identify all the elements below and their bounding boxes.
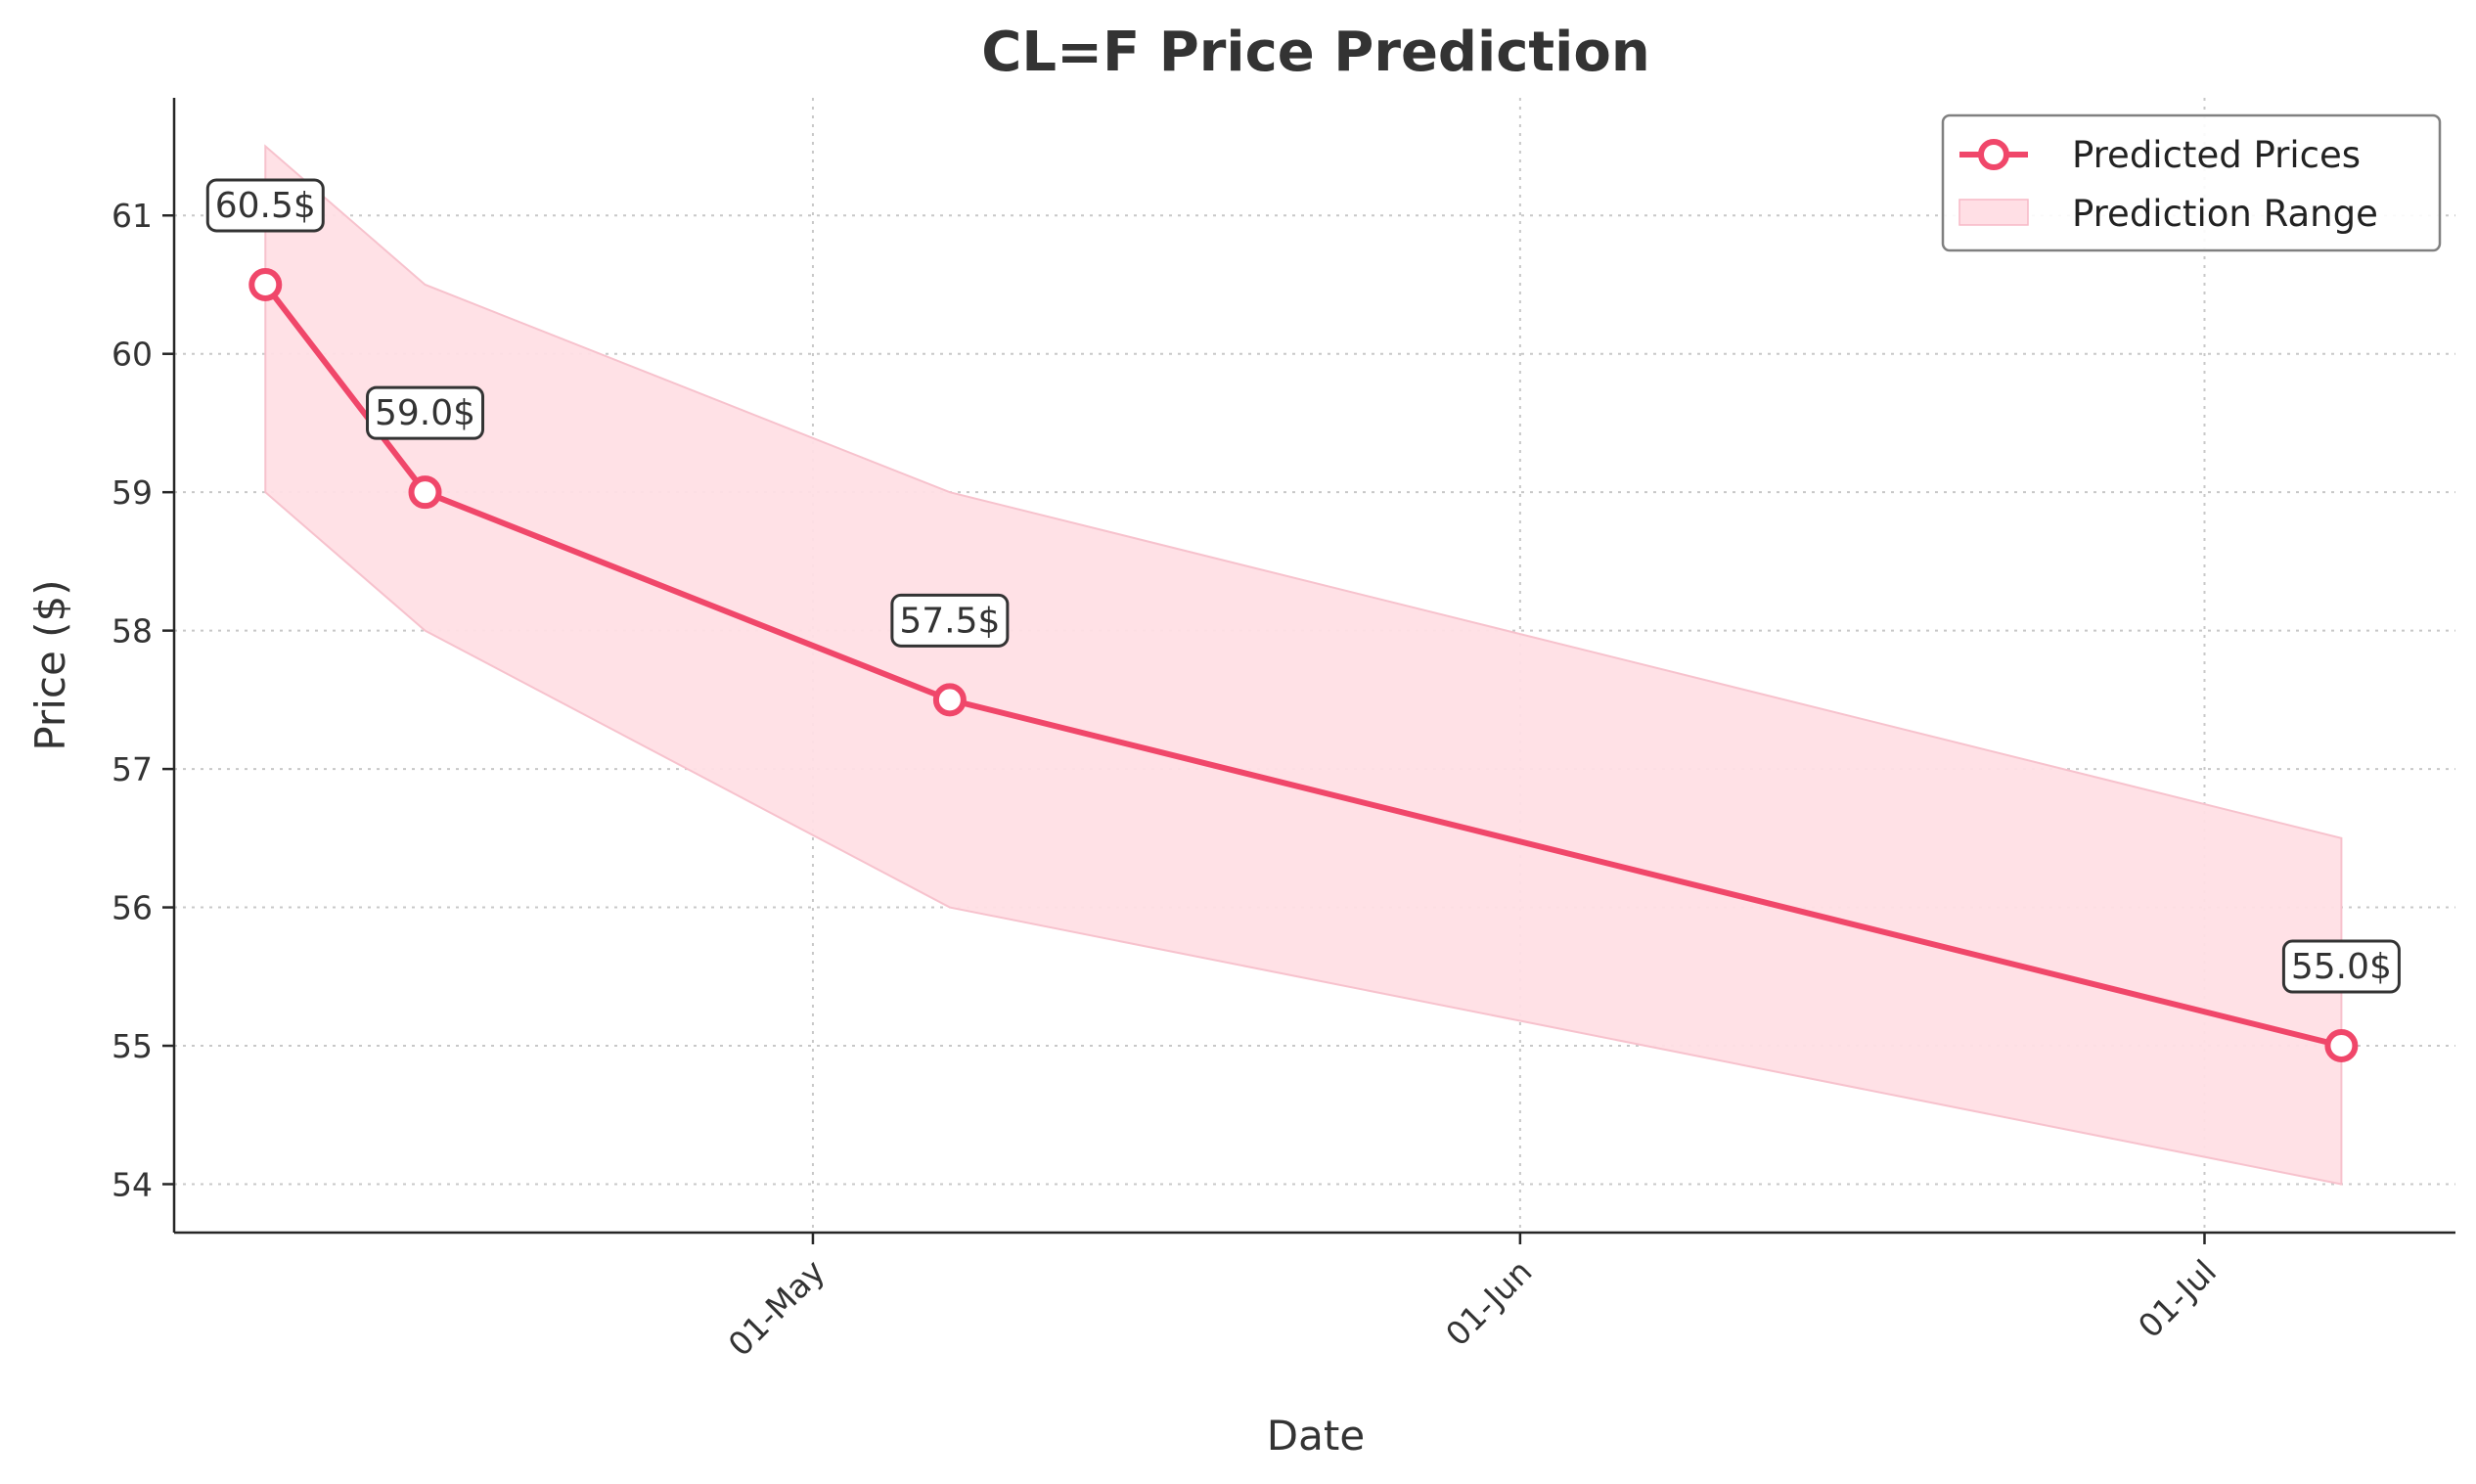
- data-point: [408, 475, 442, 510]
- prediction-range-band: [264, 144, 2343, 1186]
- data-label: 57.5$: [890, 593, 1010, 648]
- y-tick-label: 54: [112, 1165, 153, 1203]
- data-label: 60.5$: [205, 178, 325, 233]
- data-label: 55.0$: [2281, 939, 2401, 994]
- y-tick-label: 58: [112, 612, 153, 651]
- y-tick-label: 56: [112, 889, 153, 927]
- data-label-text: 59.0$: [375, 393, 475, 433]
- data-points: [248, 267, 2359, 1063]
- x-tick-label: 01-Jul: [2131, 1252, 2224, 1345]
- legend: Predicted Prices Prediction Range: [1941, 113, 2442, 252]
- legend-label-predicted: Predicted Prices: [2072, 134, 2361, 176]
- predicted-prices-polyline: [262, 281, 2345, 1050]
- y-tick-label: 57: [112, 750, 153, 788]
- data-label-text: 60.5$: [215, 186, 316, 226]
- y-tick-label: 61: [112, 197, 153, 235]
- data-label-box: [205, 178, 325, 233]
- data-point: [2324, 1029, 2359, 1063]
- x-axis-ticks: 01-May 01-Jun 01-Jul: [721, 1233, 2224, 1364]
- data-label-box: [2281, 939, 2401, 994]
- legend-band-swatch: [1958, 199, 2029, 226]
- data-label-text: 55.0$: [2291, 947, 2392, 987]
- y-axis-label: Price ($): [26, 579, 74, 750]
- data-label-box: [366, 385, 485, 440]
- predicted-prices-line: [262, 281, 2345, 1050]
- legend-label-range: Prediction Range: [2072, 193, 2378, 235]
- y-tick-label: 55: [112, 1027, 153, 1065]
- data-label-text: 57.5$: [899, 601, 1000, 641]
- data-label: 59.0$: [366, 385, 485, 440]
- data-labels: 60.5$ 59.0$ 57.5$ 55.0$: [205, 178, 2401, 994]
- prediction-range-area: [264, 144, 2343, 1186]
- x-tick-label: 01-May: [721, 1252, 833, 1364]
- legend-frame: [1941, 113, 2442, 252]
- chart-title: CL=F Price Prediction: [981, 21, 1649, 84]
- legend-marker-swatch: [1978, 139, 2009, 170]
- y-axis-ticks: 54 55 56 57 58 59 60 61: [112, 197, 174, 1203]
- y-tick-label: 60: [112, 336, 153, 374]
- y-tick-label: 59: [112, 473, 153, 512]
- data-label-box: [890, 593, 1010, 648]
- data-point: [932, 683, 967, 717]
- x-tick-label: 01-Jun: [1438, 1252, 1539, 1353]
- data-point: [248, 267, 283, 301]
- x-axis-label: Date: [1267, 1412, 1365, 1460]
